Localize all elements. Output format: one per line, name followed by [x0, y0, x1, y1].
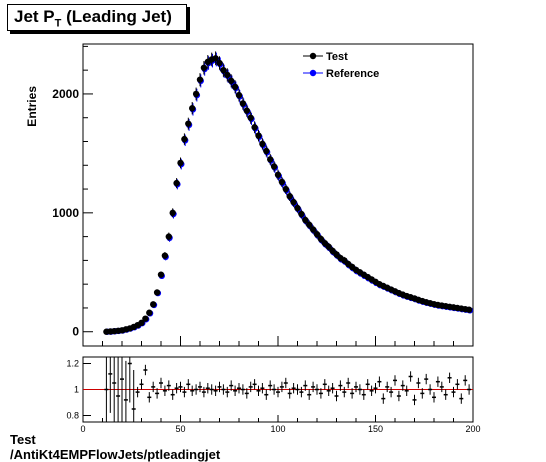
legend-label: Reference	[326, 68, 379, 80]
test-point	[196, 76, 204, 83]
ratio-plot-panel: 0.8 1 1.2 0 50 100 150 200	[66, 356, 481, 434]
ratio-x-tick-label: 100	[270, 424, 285, 434]
test-point	[247, 114, 254, 121]
legend-label: Test	[326, 51, 348, 63]
test-point	[165, 233, 172, 240]
test-point	[251, 124, 258, 131]
test-point	[224, 71, 231, 79]
test-point	[212, 55, 219, 62]
test-point	[302, 216, 309, 224]
y-tick-label: 1000	[52, 206, 79, 220]
test-point	[274, 171, 282, 178]
ratio-x-tick-label: 150	[368, 424, 383, 434]
test-point	[465, 306, 473, 313]
test-point	[259, 140, 266, 148]
main-plot-panel: 0 1000 2000 Entries Test Reference	[25, 43, 474, 347]
ratio-x-tick-label: 200	[465, 424, 480, 434]
test-point	[173, 179, 180, 187]
test-point	[200, 64, 208, 71]
ratio-x-tick-label: 0	[80, 424, 85, 434]
test-point	[177, 159, 184, 167]
test-point	[189, 105, 196, 112]
test-point	[282, 185, 289, 193]
test-point	[216, 59, 223, 67]
test-point	[317, 235, 325, 243]
test-point	[192, 90, 200, 98]
ratio-x-tick-label: 50	[175, 424, 185, 434]
test-point	[325, 243, 332, 250]
test-point	[153, 289, 161, 296]
test-point	[290, 198, 297, 206]
test-point	[263, 147, 270, 155]
legend-marker	[309, 69, 317, 77]
test-point	[255, 132, 262, 139]
test-point	[220, 66, 227, 74]
footer-line2: /AntiKt4EMPFlowJets/ptleadingjet	[10, 447, 221, 462]
test-point	[294, 204, 301, 212]
test-point	[278, 178, 286, 186]
title-subscript: T	[54, 17, 62, 30]
y-tick-label: 0	[72, 325, 79, 339]
test-point	[150, 301, 157, 308]
test-point	[138, 319, 145, 327]
test-point	[306, 221, 313, 228]
test-point	[309, 226, 317, 233]
ratio-y-tick-label: 0.8	[66, 411, 79, 421]
footer-line1: Test	[10, 432, 36, 447]
test-point	[185, 120, 192, 127]
test-point	[298, 210, 305, 218]
test-point	[313, 231, 321, 238]
test-point	[142, 315, 149, 322]
y-axis-label: Entries	[25, 86, 39, 127]
title-rest: (Leading Jet)	[61, 7, 172, 26]
test-point	[286, 192, 293, 200]
test-point	[181, 135, 188, 143]
chart-title-box: Jet PT (Leading Jet)	[7, 4, 187, 31]
test-point	[228, 77, 235, 85]
ratio-y-tick-label: 1	[74, 385, 79, 395]
test-point	[169, 209, 176, 217]
legend-marker	[309, 52, 317, 60]
test-point	[161, 252, 169, 259]
chart-title: Jet PT (Leading Jet)	[14, 7, 172, 29]
test-point	[146, 309, 153, 316]
test-point	[235, 91, 243, 99]
test-point	[239, 100, 247, 107]
title-main: Jet P	[14, 7, 55, 26]
test-point	[157, 271, 165, 278]
test-point	[243, 107, 250, 114]
ratio-y-tick-label: 1.2	[66, 359, 79, 369]
y-tick-label: 2000	[52, 87, 79, 101]
test-point	[231, 83, 239, 91]
test-point	[270, 163, 278, 170]
test-point	[267, 156, 274, 163]
